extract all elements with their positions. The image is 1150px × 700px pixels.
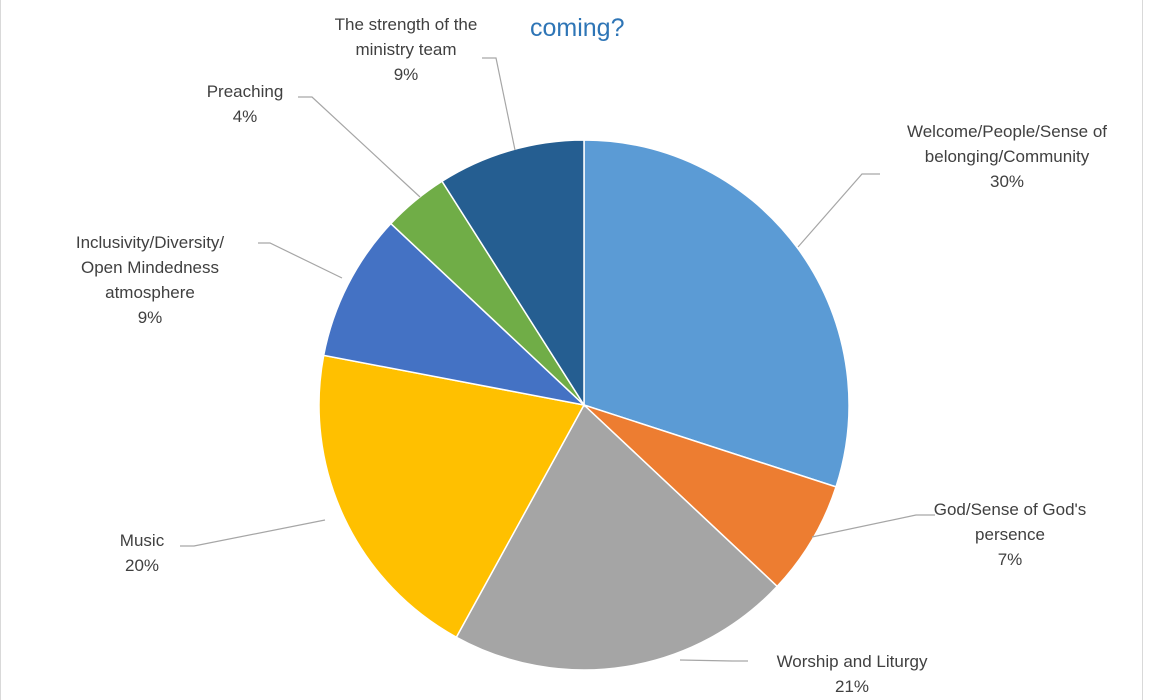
slice-percent-label: 9% bbox=[394, 65, 419, 84]
slice-category-label: Preaching bbox=[207, 82, 284, 101]
pie-slice-2 bbox=[583, 404, 837, 588]
slice-percent-label: 4% bbox=[233, 107, 258, 126]
slice-category-label: belonging/Community bbox=[925, 147, 1090, 166]
slice-category-label: Music bbox=[120, 531, 165, 550]
leader-line-2 bbox=[811, 514, 935, 538]
slice-label-3: Worship and Liturgy 21% bbox=[777, 652, 928, 696]
slice-label-1: Welcome/People/Sense of belonging/Communi… bbox=[907, 122, 1107, 191]
pie-slice-1 bbox=[583, 139, 850, 488]
slice-label-4: Music 20% bbox=[120, 531, 165, 575]
leader-line-6 bbox=[298, 96, 421, 198]
slice-category-label: atmosphere bbox=[105, 283, 195, 302]
pie-slice-4 bbox=[318, 354, 586, 639]
slice-label-7: The strength of the ministry team 9% bbox=[335, 15, 478, 84]
slice-label-6: Preaching 4% bbox=[207, 82, 284, 126]
slices-layer bbox=[318, 139, 850, 671]
leader-line-3 bbox=[679, 659, 748, 662]
pie-slice-7 bbox=[440, 139, 585, 408]
slice-label-2: God/Sense of God's persence 7% bbox=[934, 500, 1087, 569]
leader-line-1 bbox=[797, 173, 880, 248]
labels-layer: Welcome/People/Sense of belonging/Communi… bbox=[76, 15, 1107, 696]
slice-percent-label: 30% bbox=[990, 172, 1024, 191]
slice-label-5: Inclusivity/Diversity/Open Mindedness atm… bbox=[76, 233, 225, 327]
slice-category-label: Worship and Liturgy bbox=[777, 652, 928, 671]
slice-percent-label: 21% bbox=[835, 677, 869, 696]
leader-line-4 bbox=[180, 519, 326, 547]
slice-percent-label: 9% bbox=[138, 308, 163, 327]
slice-category-label: Inclusivity/Diversity/ bbox=[76, 233, 225, 252]
slice-category-label: persence bbox=[975, 525, 1045, 544]
slice-category-label: Open Mindedness bbox=[81, 258, 219, 277]
slice-category-label: God/Sense of God's bbox=[934, 500, 1087, 519]
slice-percent-label: 20% bbox=[125, 556, 159, 575]
pie-slice-3 bbox=[455, 403, 779, 671]
slice-percent-label: 7% bbox=[998, 550, 1023, 569]
leader-lines-layer bbox=[180, 57, 935, 662]
slice-category-label: Welcome/People/Sense of bbox=[907, 122, 1107, 141]
slice-category-label: The strength of the bbox=[335, 15, 478, 34]
chart-title: coming? bbox=[530, 14, 625, 42]
leader-line-7 bbox=[482, 57, 516, 151]
slice-category-label: ministry team bbox=[355, 40, 456, 59]
leader-line-5 bbox=[258, 242, 343, 279]
pie-slice-5 bbox=[322, 222, 587, 407]
